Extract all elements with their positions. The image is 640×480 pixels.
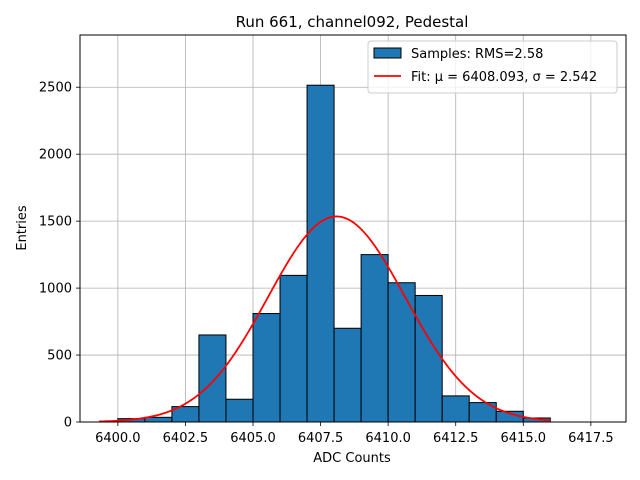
histogram-bar xyxy=(225,398,254,423)
legend-samples-swatch xyxy=(373,47,402,59)
histogram-bar xyxy=(198,334,227,423)
histogram-bar xyxy=(252,313,281,423)
histogram-bar xyxy=(441,395,470,423)
x-axis-label: ADC Counts xyxy=(313,451,391,466)
y-tick-label: 1500 xyxy=(39,215,72,230)
y-tick-label: 2000 xyxy=(39,148,72,163)
y-tick-label: 2500 xyxy=(39,81,72,96)
x-tick-label: 6407.5 xyxy=(298,431,344,446)
histogram-bar xyxy=(306,84,335,423)
histogram-bar xyxy=(279,274,308,423)
chart-title: Run 661, channel092, Pedestal xyxy=(236,13,469,31)
y-tick-label: 1000 xyxy=(39,282,72,297)
legend-frame xyxy=(367,40,618,94)
x-tick-label: 6405.0 xyxy=(230,431,276,446)
plot-frame xyxy=(79,34,627,423)
fit-curve xyxy=(98,215,551,423)
histogram-bar xyxy=(144,416,173,423)
x-tick-label: 6415.0 xyxy=(501,431,547,446)
bars xyxy=(117,84,551,423)
x-axis: 6400.0 6402.5 6405.0 6407.5 6410.0 6412.5 6415… xyxy=(95,422,614,446)
x-tick-label: 6400.0 xyxy=(95,431,141,446)
y-axis: 0 500 1000 1500 2000 2500 xyxy=(39,81,80,431)
legend: Samples: RMS=2.58 Fit: μ = 6408.093, σ =… xyxy=(367,40,618,94)
histogram-bar xyxy=(360,254,389,423)
histogram-bar xyxy=(414,294,443,423)
x-tick-label: 6410.0 xyxy=(365,431,411,446)
y-tick-label: 0 xyxy=(64,416,72,431)
x-tick-label: 6402.5 xyxy=(163,431,209,446)
x-tick-label: 6412.5 xyxy=(433,431,479,446)
legend-samples-label: Samples: RMS=2.58 xyxy=(411,47,543,62)
histogram-bar xyxy=(387,282,416,423)
y-tick-label: 500 xyxy=(47,349,72,364)
histogram-bar xyxy=(333,327,362,423)
legend-fit-label: Fit: μ = 6408.093, σ = 2.542 xyxy=(411,70,597,85)
y-axis-label: Entries xyxy=(15,205,30,251)
x-tick-label: 6417.5 xyxy=(568,431,614,446)
